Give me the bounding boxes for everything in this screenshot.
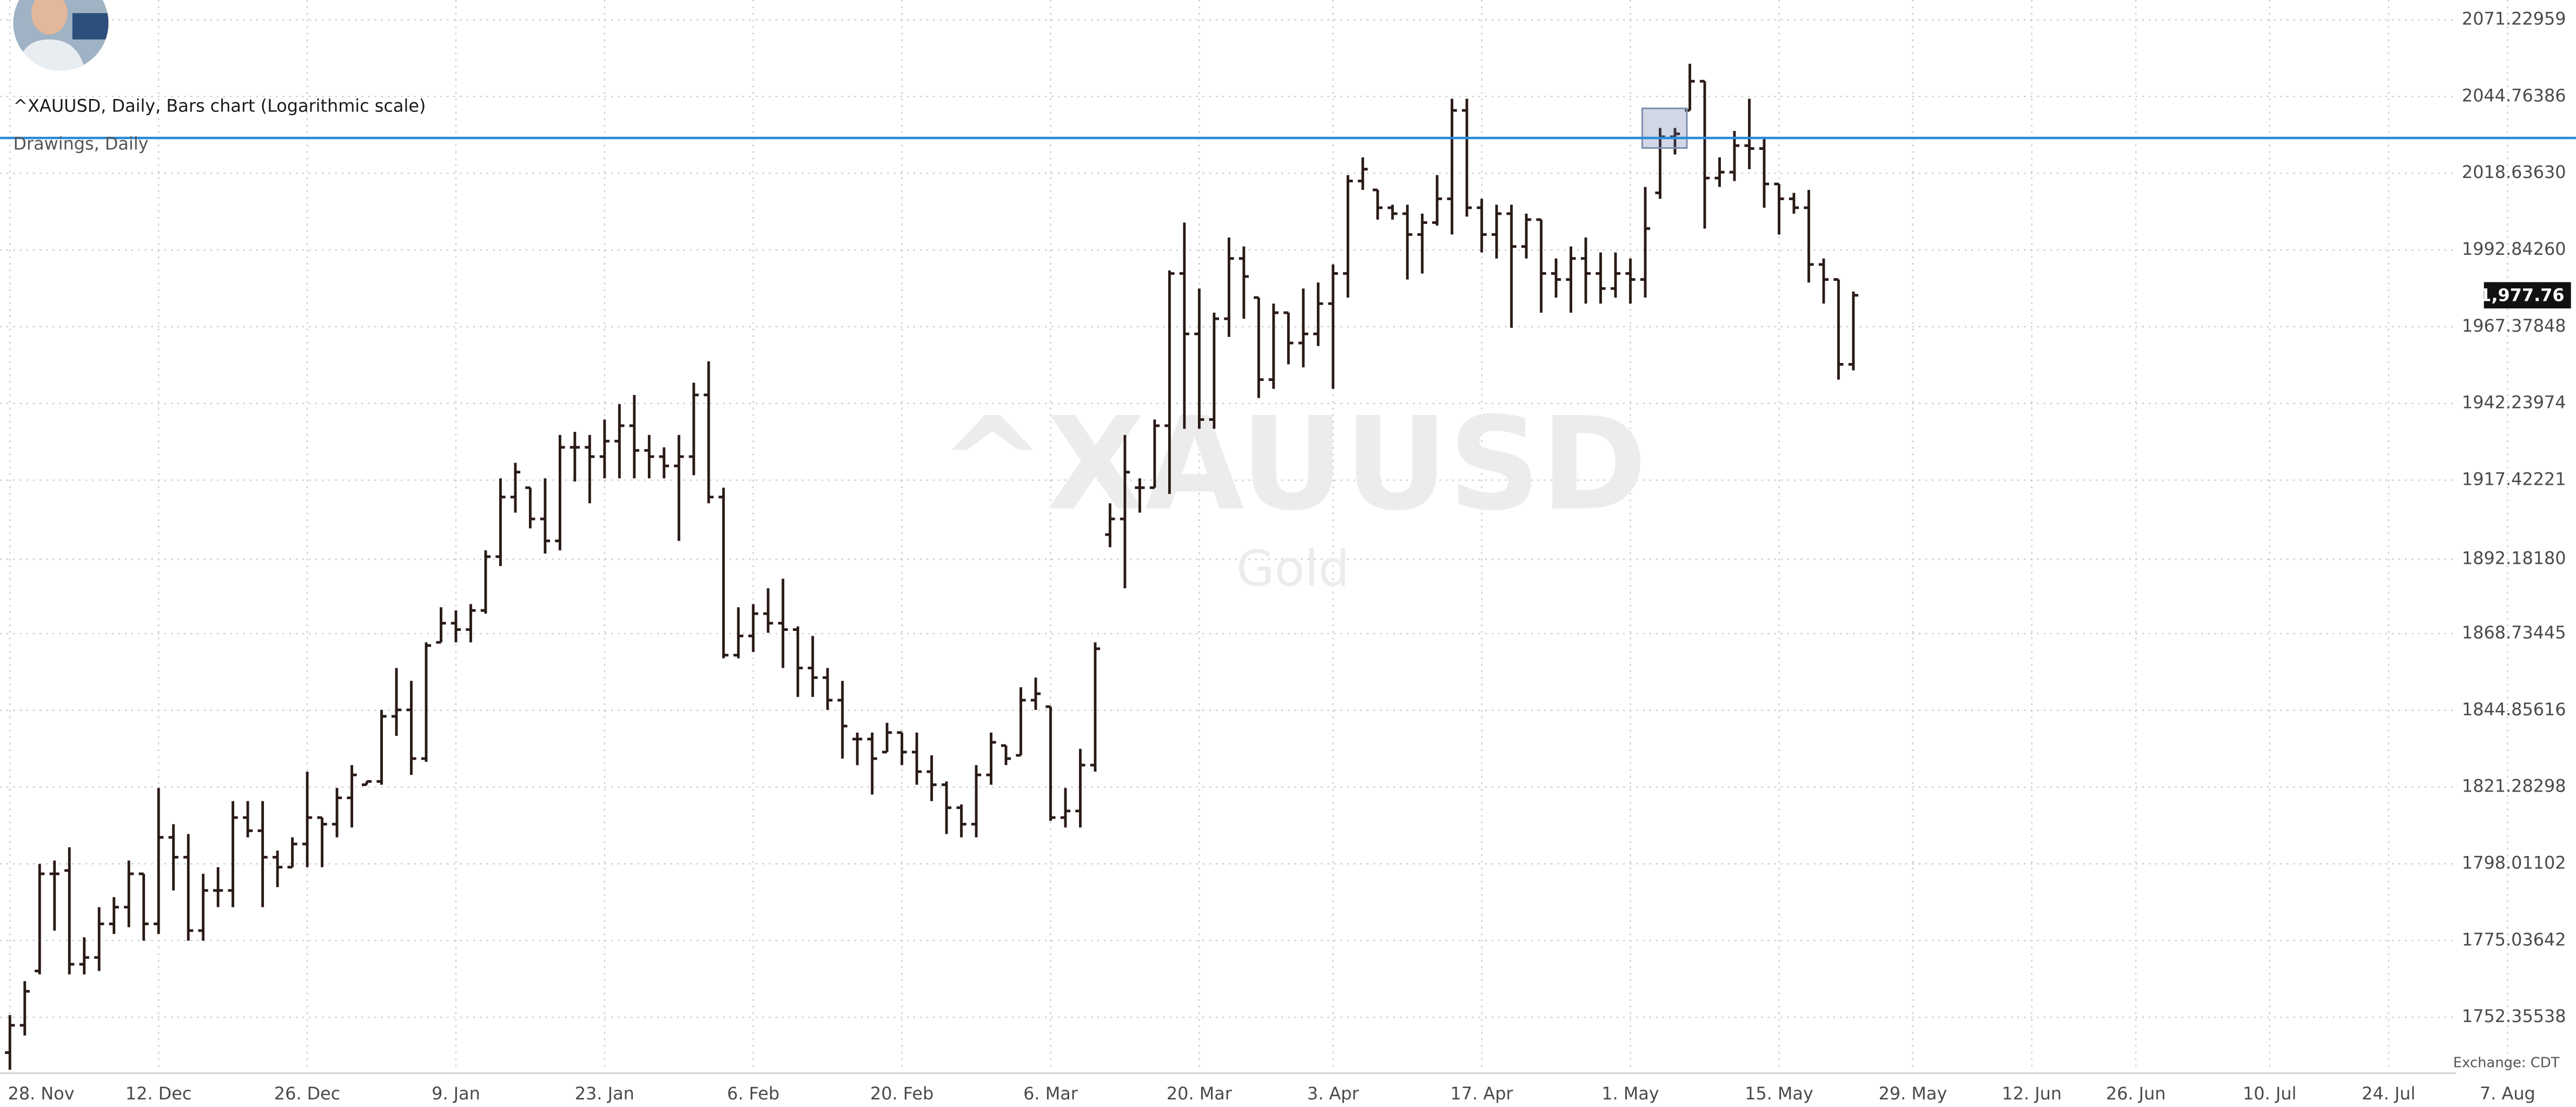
watermark: ^XAUUSD <box>939 390 1647 539</box>
avatar-face <box>31 0 68 35</box>
last-price-label: 1,977.76 <box>2479 285 2564 305</box>
last-price-box <box>2484 282 2571 309</box>
x-tick-label: 28. Nov <box>8 1083 75 1104</box>
x-tick-label: 17. Apr <box>1451 1083 1514 1104</box>
y-tick-label: 1942.23974 <box>2462 392 2566 413</box>
y-tick-label: 1798.01102 <box>2462 853 2566 873</box>
y-tick-label: 2044.76386 <box>2462 85 2566 106</box>
x-tick-label: 26. Jun <box>2106 1083 2166 1104</box>
y-tick-label: 1821.28298 <box>2462 776 2566 796</box>
bars <box>5 63 1859 1070</box>
y-tick-label: 2018.63630 <box>2462 162 2566 182</box>
y-tick-label: 1917.42221 <box>2462 469 2566 489</box>
x-tick-label: 15. May <box>1745 1083 1813 1104</box>
axes: 1752.35538 1775.03642 1798.01102 1821.28298… <box>8 9 2571 1104</box>
x-tick-label: 3. Apr <box>1307 1083 1360 1104</box>
x-tick-label: 6. Mar <box>1023 1083 1078 1104</box>
exchange-note: Exchange: CDT <box>2453 1055 2560 1071</box>
y-tick-label: 1992.84260 <box>2462 239 2566 259</box>
x-tick-label: 12. Jun <box>2002 1083 2062 1104</box>
drawings <box>0 107 2576 149</box>
x-tick-label: 1. May <box>1601 1083 1659 1104</box>
x-tick-label: 7. Aug <box>2480 1083 2535 1104</box>
drawing-rectangle <box>1641 107 1688 149</box>
y-tick-label: 1844.85616 <box>2462 699 2566 720</box>
x-tick-label: 12. Dec <box>125 1083 192 1104</box>
x-tick-label: 9. Jan <box>432 1083 480 1104</box>
x-tick-label: 24. Jul <box>2362 1083 2415 1104</box>
y-tick-label: 1892.18180 <box>2462 548 2566 569</box>
x-tick-label: 10. Jul <box>2243 1083 2296 1104</box>
y-tick-label: 1775.03642 <box>2462 929 2566 950</box>
x-tick-label: 20. Mar <box>1167 1083 1233 1104</box>
x-tick-label: 23. Jan <box>575 1083 634 1104</box>
x-tick-label: 29. May <box>1878 1083 1947 1104</box>
y-tick-label: 1752.35538 <box>2462 1006 2566 1026</box>
y-tick-label: 1967.37848 <box>2462 315 2566 336</box>
x-tick-label: 6. Feb <box>727 1083 779 1104</box>
grid <box>0 0 2508 1072</box>
watermark-subtitle: Gold <box>1236 540 1350 597</box>
chart-subtitle: Drawings, Daily <box>13 133 148 154</box>
avatar-screen <box>72 13 109 39</box>
y-tick-label: 1868.73445 <box>2462 622 2566 643</box>
x-tick-label: 26. Dec <box>274 1083 341 1104</box>
x-tick-label: 20. Feb <box>870 1083 933 1104</box>
y-tick-label: 2071.22959 <box>2462 9 2566 29</box>
chart-title: ^XAUUSD, Daily, Bars chart (Logarithmic … <box>13 95 426 116</box>
